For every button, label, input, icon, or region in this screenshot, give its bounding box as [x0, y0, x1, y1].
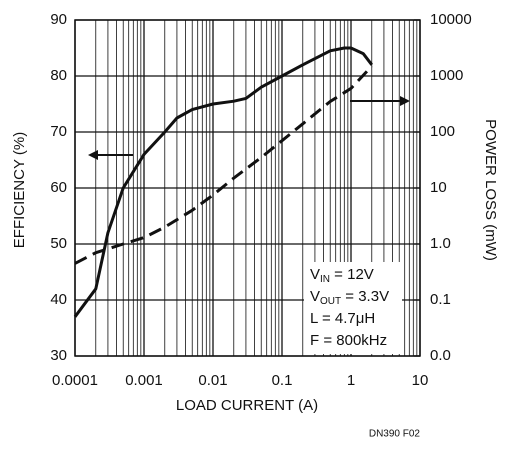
annotation-box [304, 262, 402, 354]
annotation-part: V [310, 266, 320, 283]
y2-tick-label: 1.0 [430, 235, 451, 252]
y2-tick-label: 10000 [430, 11, 472, 28]
y-tick-label: 70 [50, 123, 67, 140]
annotation: F = 800kHz [310, 332, 387, 349]
plot-frame [74, 19, 421, 357]
annotation-part: = 12V [330, 266, 374, 283]
annotation-part: IN [320, 274, 330, 285]
x-tick-label: 1 [347, 372, 355, 389]
y2-tick-label: 10 [430, 179, 447, 196]
y2-tick-label: 0.1 [430, 291, 451, 308]
annotation: VIN = 12V [310, 266, 374, 285]
y2-tick-label: 0.0 [430, 347, 451, 364]
x-tick-label: 0.0001 [52, 372, 98, 389]
x-axis-label: LOAD CURRENT (A) [176, 397, 318, 414]
annotation-part: OUT [320, 296, 341, 307]
x-tick-label: 0.01 [198, 372, 227, 389]
y2-axis-label: POWER LOSS (mW) [482, 119, 499, 261]
annotation-part: F = 800kHz [310, 332, 387, 349]
x-tick-label: 0.1 [272, 372, 293, 389]
annotation: L = 4.7μH [310, 310, 375, 327]
series-line [74, 65, 373, 265]
annotation-part: = 3.3V [341, 288, 389, 305]
annotation: VOUT = 3.3V [310, 288, 389, 307]
y2-tick-label: 100 [430, 123, 455, 140]
y-tick-label: 60 [50, 179, 67, 196]
x-tick-label: 10 [412, 372, 429, 389]
y-tick-label: 30 [50, 347, 67, 364]
y2-tick-label: 1000 [430, 67, 463, 84]
annotation-part: L = 4.7μH [310, 310, 375, 327]
series-line [73, 46, 373, 318]
y-tick-label: 90 [50, 11, 67, 28]
y-axis-label: EFFICIENCY (%) [11, 132, 28, 248]
annotation-part: V [310, 288, 320, 305]
arrow-left [88, 150, 133, 160]
y-tick-label: 40 [50, 291, 67, 308]
x-tick-label: 0.001 [125, 372, 163, 389]
footnote: DN390 F02 [369, 429, 421, 440]
plot [73, 46, 373, 318]
arrow-right [350, 96, 410, 106]
y-tick-label: 80 [50, 67, 67, 84]
y-tick-label: 50 [50, 235, 67, 252]
